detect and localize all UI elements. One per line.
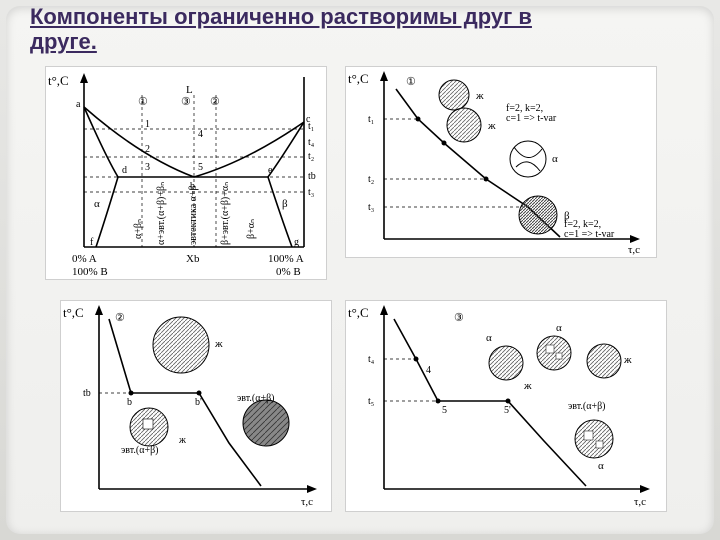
pt-bp: b' [195,397,202,408]
pt-5: 5 [442,405,447,416]
eut-lbl-2: эвт.(α+β) [237,393,275,404]
phase-zh: ж [475,90,484,102]
t1: t₁ [308,121,314,132]
xlabel: τ,c [301,496,313,508]
vlab-4: β+αₙ [246,219,257,239]
pt-5p: 5' [504,405,511,416]
tb: tb [308,171,316,182]
lab-a1: α [486,332,492,344]
num-2: 2 [145,144,150,155]
t5: t₅ [368,396,374,407]
ylabel: t°,C [348,71,369,86]
lab-a2: α [556,322,562,334]
t4: t₄ [368,354,375,365]
num-3: 3 [145,162,150,173]
eut-lbl-1: эвт.(α+β) [121,445,159,456]
vlab-1: α+эвт.(α+β)+βₙ [156,182,167,245]
pt-g: g [294,237,299,248]
x-right-bot: 0% B [276,266,301,278]
num-1: 1 [145,119,150,130]
region-beta: β [282,198,288,210]
panel-cooling-1: t°,C τ,c ① t₁ t₂ t₃ ж ж α β f=2, k=2, c=… [345,66,657,258]
num-5: 5 [198,162,203,173]
x-right-top: 100% A [268,253,304,265]
circled: ③ [454,312,464,324]
phase-zh2: ж [487,120,496,132]
t3: t₃ [368,202,374,213]
lab-zh2: ж [623,354,632,366]
t4: t₄ [308,137,315,148]
circled: ② [115,312,125,324]
ylabel: t°,C [63,305,84,320]
circled-1: ① [138,96,148,108]
lab-zh: ж [523,380,532,392]
panel-cooling-3: t°,C τ,c ③ t₄ t₅ 4 5 5' α α ж ж эвт.(α+β… [345,300,667,512]
eut-lbl: эвт.(α+β) [568,401,606,412]
phase-zh2: ж [178,435,186,446]
xlabel: τ,c [634,496,646,508]
t3: t₃ [308,187,314,198]
t2: t₂ [308,151,314,162]
pt-b: b [127,397,132,408]
rule-1b: c=1 => t-var [506,113,557,124]
x-center: Xb [186,253,200,265]
num-4: 4 [198,129,203,140]
panel-cooling-2: t°,C τ,c ② tb b b' ж эвт.(α+β) ж эвт.(α+… [60,300,332,512]
circled-3: ③ [181,96,191,108]
vlab-0: α+βₙ [133,219,144,239]
lab-a3: α [598,460,604,472]
rule-2b: c=1 => t-var [564,229,615,240]
x-left-bot: 100% B [72,266,108,278]
xlabel: τ,c [628,244,640,256]
phase-zh: ж [214,338,223,350]
pt-4: 4 [426,365,431,376]
tb: tb [83,388,91,399]
ylabel: t°,C [348,305,369,320]
t1: t₁ [368,114,374,125]
region-alpha: α [94,198,100,210]
vlab-2: эвтектика α+β [188,185,199,245]
panel-phase-diagram: t°,C L ① ③ ② α β a c d b e f g 1 2 3 4 5… [45,66,327,280]
axis-y-label: t°,C [48,73,69,88]
pt-a: a [76,99,81,110]
page-title: Компоненты ограниченно растворимы друг в… [30,4,590,55]
circled-2: ② [210,96,220,108]
phase-a: α [552,153,558,165]
t2: t₂ [368,174,374,185]
region-L: L [186,84,193,96]
pt-e: e [268,165,273,176]
circled: ① [406,76,416,88]
x-left-top: 0% A [72,253,97,265]
pt-d: d [122,165,127,176]
vlab-3: β+эвт.(α+β)+αₙ [220,182,231,245]
